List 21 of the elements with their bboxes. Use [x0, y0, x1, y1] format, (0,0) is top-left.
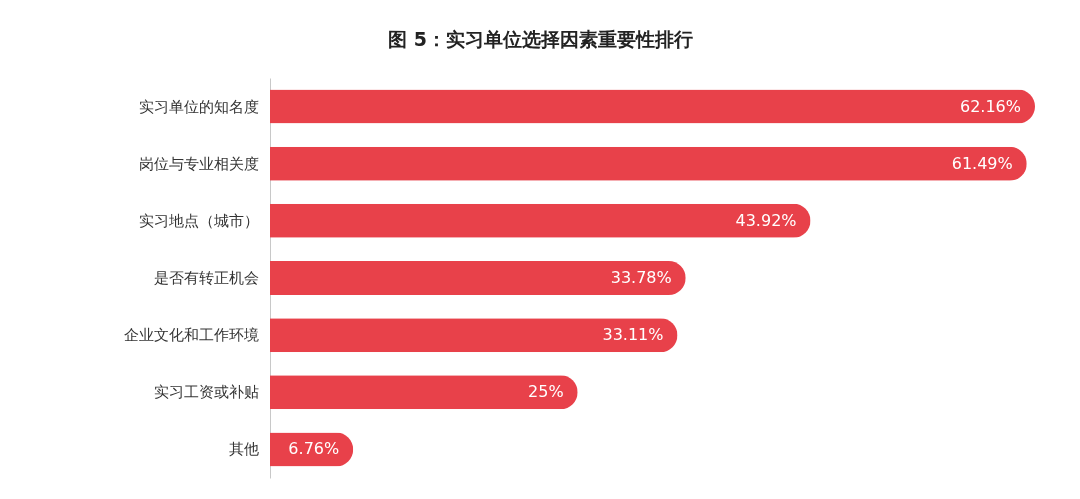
- y-tick-label: 岗位与专业相关度: [138, 154, 259, 173]
- bar: [270, 375, 578, 410]
- bar: [270, 261, 686, 295]
- chart-title: 图 5：实习单位选择因素重要性排行: [388, 28, 693, 50]
- bar: [270, 203, 811, 238]
- bar: [270, 89, 1035, 124]
- data-label: 6.76%: [288, 439, 340, 459]
- data-label: 25%: [528, 382, 564, 402]
- bar: [270, 146, 1027, 181]
- data-label: 62.16%: [959, 96, 1021, 116]
- data-label: 43.92%: [735, 210, 797, 230]
- data-label: 33.78%: [610, 268, 672, 287]
- y-tick-label: 实习工资或补贴: [153, 383, 259, 402]
- data-label: 33.11%: [602, 325, 664, 345]
- y-tick-label: 实习单位的知名度: [138, 97, 259, 116]
- data-label: 61.49%: [951, 153, 1013, 173]
- y-tick-label: 企业文化和工作环境: [123, 326, 259, 345]
- y-tick-label: 其他: [228, 440, 259, 459]
- y-tick-label: 是否有转正机会: [153, 269, 259, 287]
- y-tick-label: 实习地点（城市）: [138, 211, 259, 230]
- bar: [270, 318, 678, 353]
